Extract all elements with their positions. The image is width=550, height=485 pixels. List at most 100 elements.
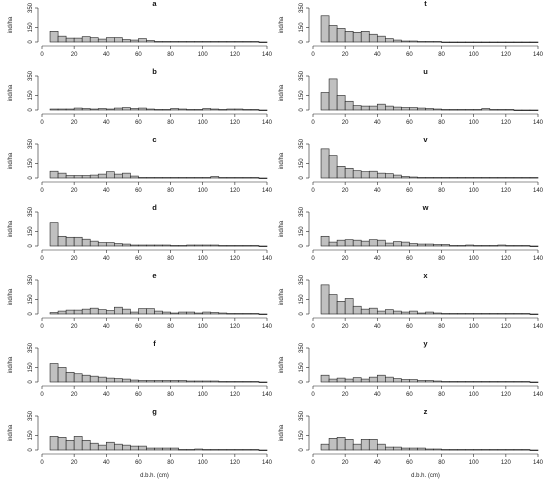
y-tick-label: 150 xyxy=(28,294,34,305)
histogram-bar xyxy=(360,171,370,179)
histogram-bar xyxy=(505,41,515,43)
histogram-bar xyxy=(368,239,378,247)
histogram-bar xyxy=(250,313,260,315)
x-tick-label: 0 xyxy=(311,120,315,126)
histogram-bar xyxy=(258,177,268,179)
histogram-panel-z: z ind/ha 0 150 350 0 20 40 60 80 100 120 140 d.b.h. (… xyxy=(279,407,544,479)
y-tick-label: 350 xyxy=(28,70,34,81)
histogram-bar xyxy=(210,380,220,383)
histogram-bar xyxy=(138,38,147,43)
x-tick-label: 120 xyxy=(501,188,512,194)
histogram-bar xyxy=(234,108,244,111)
histogram-bar xyxy=(114,306,123,315)
histogram-bar xyxy=(170,380,179,383)
histogram-bar xyxy=(242,245,252,247)
histogram-bar xyxy=(385,376,394,383)
x-tick-label: 20 xyxy=(342,52,349,58)
histogram-bar xyxy=(393,39,402,43)
panel-title: d xyxy=(152,203,157,212)
histogram-bar xyxy=(226,41,236,43)
x-tick-label: 60 xyxy=(135,188,142,194)
histogram-bar xyxy=(146,308,155,315)
x-tick-label: 20 xyxy=(71,52,78,58)
histogram-bar xyxy=(130,108,139,111)
histogram-bar xyxy=(170,447,179,451)
histogram-bar xyxy=(489,109,499,111)
histogram-bar xyxy=(376,35,386,43)
x-tick-label: 140 xyxy=(262,460,273,466)
histogram-bar xyxy=(457,313,466,315)
histogram-bar xyxy=(360,378,370,383)
histogram-bar xyxy=(336,437,346,451)
histogram-bar xyxy=(497,177,507,179)
histogram-bar xyxy=(57,108,67,111)
histogram-bar xyxy=(376,239,386,247)
histogram-bar xyxy=(393,106,402,111)
histogram-bar xyxy=(449,245,458,247)
histogram-bar xyxy=(376,103,386,111)
histogram-bar xyxy=(409,107,418,111)
histogram-bar xyxy=(441,177,450,179)
histogram-bar xyxy=(529,245,539,247)
histogram-bar xyxy=(114,37,123,43)
x-tick-label: 140 xyxy=(262,256,273,262)
histogram-bar xyxy=(465,177,475,179)
histogram-bar xyxy=(210,449,220,451)
histogram-bar xyxy=(226,245,236,247)
x-tick-label: 80 xyxy=(167,120,174,126)
y-tick-label: 350 xyxy=(299,274,305,285)
histogram-bar xyxy=(433,41,442,43)
x-tick-label: 140 xyxy=(533,188,544,194)
histogram-bar xyxy=(481,177,491,179)
histogram-bar xyxy=(441,244,450,247)
x-tick-label: 40 xyxy=(103,120,110,126)
y-tick-label: 0 xyxy=(28,448,34,452)
x-tick-label: 100 xyxy=(198,120,209,126)
histogram-bar xyxy=(513,381,523,383)
histogram-bar xyxy=(441,381,450,383)
y-tick-label: 0 xyxy=(299,312,305,316)
y-tick-label: 150 xyxy=(28,226,34,237)
x-tick-label: 0 xyxy=(40,324,44,330)
histogram-bar xyxy=(250,177,260,179)
histogram-bar xyxy=(433,448,442,451)
panel-title: y xyxy=(423,339,428,348)
x-tick-label: 100 xyxy=(469,324,480,330)
histogram-bar xyxy=(505,449,515,451)
histogram-bar xyxy=(138,308,147,315)
x-tick-label: 80 xyxy=(438,460,445,466)
histogram-bar xyxy=(417,312,426,315)
histogram-bar xyxy=(138,244,147,247)
histogram-bar xyxy=(234,381,244,383)
histogram-bar xyxy=(97,242,107,247)
x-tick-label: 120 xyxy=(230,188,241,194)
x-tick-label: 80 xyxy=(438,52,445,58)
histogram-bar xyxy=(73,309,83,315)
histogram-bar xyxy=(218,245,228,247)
histogram-bar xyxy=(138,445,147,451)
histogram-bar xyxy=(344,439,354,451)
histogram-bar xyxy=(481,108,491,111)
histogram-bar xyxy=(336,239,346,247)
histogram-bar xyxy=(513,313,523,315)
y-tick-label: 0 xyxy=(299,448,305,452)
histogram-bar xyxy=(328,438,338,451)
histogram-bar xyxy=(73,107,83,111)
x-tick-label: 0 xyxy=(311,460,315,466)
histogram-bar xyxy=(513,109,523,111)
histogram-bar xyxy=(194,41,204,43)
x-tick-label: 120 xyxy=(501,324,512,330)
x-tick-label: 60 xyxy=(406,460,413,466)
histogram-bar xyxy=(360,240,370,247)
histogram-bar xyxy=(328,378,338,383)
histogram-bar xyxy=(417,243,426,247)
x-tick-label: 40 xyxy=(374,460,381,466)
histogram-bar xyxy=(376,310,386,315)
histogram-bar xyxy=(497,244,507,247)
histogram-bar xyxy=(481,381,491,383)
x-tick-label: 120 xyxy=(230,324,241,330)
histogram-bar xyxy=(449,109,458,111)
histogram-bar xyxy=(226,108,236,111)
histogram-bar xyxy=(178,177,187,179)
histogram-bar xyxy=(250,381,260,383)
